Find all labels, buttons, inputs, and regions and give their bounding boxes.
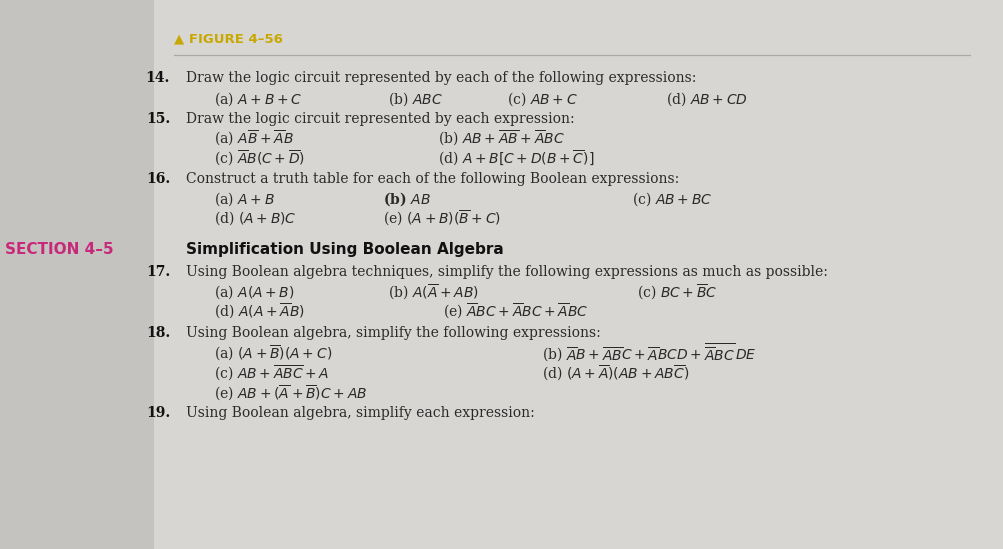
Text: (b) $\overline{A}B + \overline{A}\overline{B}C + \overline{A}BCD + \overline{\ov: (b) $\overline{A}B + \overline{A}\overli… [542,341,756,365]
Text: 18.: 18. [145,326,170,340]
Text: (e) $(A + B)(\overline{B} + C)$: (e) $(A + B)(\overline{B} + C)$ [382,209,500,228]
Text: (a) $A + B$: (a) $A + B$ [214,190,274,208]
Text: ▲ FIGURE 4–56: ▲ FIGURE 4–56 [174,32,283,45]
Text: Draw the logic circuit represented by each expression:: Draw the logic circuit represented by ea… [186,111,574,126]
Text: Using Boolean algebra techniques, simplify the following expressions as much as : Using Boolean algebra techniques, simpli… [186,265,827,279]
Text: 19.: 19. [145,406,170,420]
Text: (d) $A(A + \overline{A}B)$: (d) $A(A + \overline{A}B)$ [214,302,304,321]
Text: (b) $AB$: (b) $AB$ [382,190,430,208]
Text: 15.: 15. [145,111,170,126]
FancyBboxPatch shape [0,0,154,549]
Text: (a) $A(A + B)$: (a) $A(A + B)$ [214,283,294,301]
Text: Using Boolean algebra, simplify each expression:: Using Boolean algebra, simplify each exp… [186,406,535,420]
Text: (a) $A\overline{B} + \overline{A}B$: (a) $A\overline{B} + \overline{A}B$ [214,129,293,148]
Text: (c) $AB + \overline{ABC} + A$: (c) $AB + \overline{ABC} + A$ [214,364,329,383]
Text: (e) $AB + (\overline{A} + \overline{B})C + AB$: (e) $AB + (\overline{A} + \overline{B})C… [214,384,367,403]
Text: SECTION 4–5: SECTION 4–5 [5,242,113,257]
Text: (d) $AB + CD$: (d) $AB + CD$ [666,90,747,108]
Text: (c) $AB + BC$: (c) $AB + BC$ [631,190,711,208]
Text: Simplification Using Boolean Algebra: Simplification Using Boolean Algebra [186,242,504,257]
Text: Using Boolean algebra, simplify the following expressions:: Using Boolean algebra, simplify the foll… [186,326,600,340]
Text: (c) $BC + \overline{B}C$: (c) $BC + \overline{B}C$ [636,283,716,301]
Text: 14.: 14. [145,71,170,85]
Text: (b) $A(\overline{A} + AB)$: (b) $A(\overline{A} + AB)$ [387,283,478,301]
Text: 16.: 16. [145,172,170,186]
Text: (c) $AB + C$: (c) $AB + C$ [507,90,578,108]
Text: 17.: 17. [145,265,170,279]
Text: Construct a truth table for each of the following Boolean expressions:: Construct a truth table for each of the … [186,172,679,186]
Text: (d) $A + B[C + D(B + \overline{C})]$: (d) $A + B[C + D(B + \overline{C})]$ [437,149,594,167]
Text: (a) $(A + \overline{B})(A + C)$: (a) $(A + \overline{B})(A + C)$ [214,344,332,362]
Text: Draw the logic circuit represented by each of the following expressions:: Draw the logic circuit represented by ea… [186,71,696,85]
Text: (b) $ABC$: (b) $ABC$ [387,90,442,108]
Text: (e) $\overline{A}BC + \overline{A}BC + \overline{A}BC$: (e) $\overline{A}BC + \overline{A}BC + \… [442,302,588,321]
Text: (b) $AB + \overline{A}\overline{B} + \overline{A}BC$: (b) $AB + \overline{A}\overline{B} + \ov… [437,129,564,148]
Text: (d) $(A + \overline{A})(AB + AB\overline{C})$: (d) $(A + \overline{A})(AB + AB\overline… [542,364,689,383]
Text: (d) $(A + B)C$: (d) $(A + B)C$ [214,210,296,227]
Text: (a) $A + B + C$: (a) $A + B + C$ [214,90,302,108]
Text: (c) $\overline{A}B(C + \overline{D})$: (c) $\overline{A}B(C + \overline{D})$ [214,149,305,167]
